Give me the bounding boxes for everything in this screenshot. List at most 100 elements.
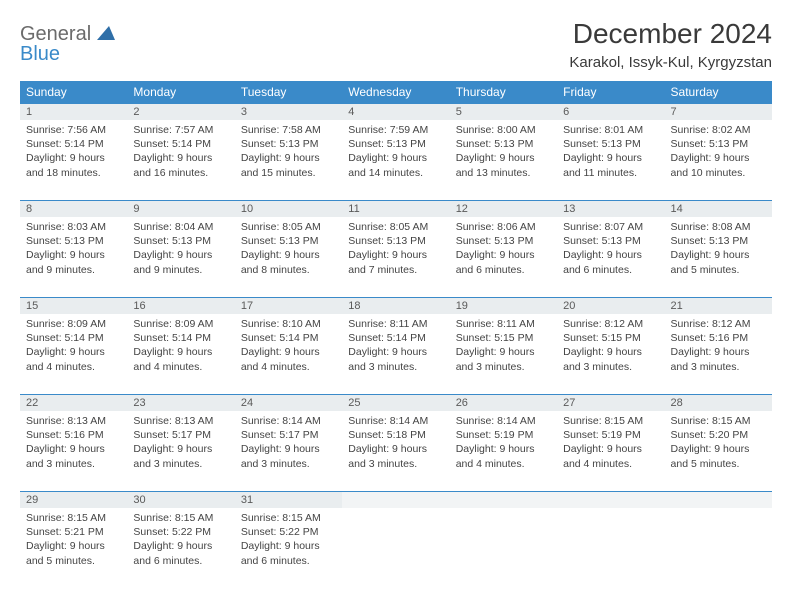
sunrise-text: Sunrise: 8:10 AM: [241, 317, 336, 331]
calendar-cell: 19Sunrise: 8:11 AMSunset: 5:15 PMDayligh…: [450, 297, 557, 394]
daylight-text: and 6 minutes.: [241, 554, 336, 568]
day-details: Sunrise: 8:12 AMSunset: 5:16 PMDaylight:…: [665, 314, 772, 394]
day-number: 26: [450, 394, 557, 411]
sunrise-text: Sunrise: 8:03 AM: [26, 220, 121, 234]
daylight-text: Daylight: 9 hours: [133, 539, 228, 553]
day-number: 6: [557, 103, 664, 120]
daylight-text: and 5 minutes.: [671, 263, 766, 277]
calendar-cell: 6Sunrise: 8:01 AMSunset: 5:13 PMDaylight…: [557, 103, 664, 200]
day-details: Sunrise: 8:14 AMSunset: 5:17 PMDaylight:…: [235, 411, 342, 491]
day-details: Sunrise: 8:09 AMSunset: 5:14 PMDaylight:…: [20, 314, 127, 394]
day-details: Sunrise: 8:15 AMSunset: 5:22 PMDaylight:…: [235, 508, 342, 588]
day-number: 18: [342, 297, 449, 314]
day-number: 12: [450, 200, 557, 217]
weekday-header: Saturday: [665, 81, 772, 103]
calendar-cell: 7Sunrise: 8:02 AMSunset: 5:13 PMDaylight…: [665, 103, 772, 200]
calendar-table: Sunday Monday Tuesday Wednesday Thursday…: [20, 81, 772, 588]
daylight-text: and 6 minutes.: [133, 554, 228, 568]
header: General Blue December 2024 Karakol, Issy…: [20, 18, 772, 71]
weekday-header: Thursday: [450, 81, 557, 103]
day-details: Sunrise: 8:08 AMSunset: 5:13 PMDaylight:…: [665, 217, 772, 297]
day-details: Sunrise: 8:00 AMSunset: 5:13 PMDaylight:…: [450, 120, 557, 200]
daylight-text: and 14 minutes.: [348, 166, 443, 180]
daylight-text: Daylight: 9 hours: [456, 442, 551, 456]
calendar-cell: 31Sunrise: 8:15 AMSunset: 5:22 PMDayligh…: [235, 491, 342, 588]
daylight-text: Daylight: 9 hours: [671, 151, 766, 165]
calendar-cell: 24Sunrise: 8:14 AMSunset: 5:17 PMDayligh…: [235, 394, 342, 491]
day-number: 31: [235, 491, 342, 508]
daylight-text: and 4 minutes.: [133, 360, 228, 374]
calendar-cell: 12Sunrise: 8:06 AMSunset: 5:13 PMDayligh…: [450, 200, 557, 297]
calendar-cell: 20Sunrise: 8:12 AMSunset: 5:15 PMDayligh…: [557, 297, 664, 394]
day-details: Sunrise: 8:05 AMSunset: 5:13 PMDaylight:…: [342, 217, 449, 297]
calendar-cell: [665, 491, 772, 588]
sunset-text: Sunset: 5:22 PM: [241, 525, 336, 539]
daylight-text: and 9 minutes.: [26, 263, 121, 277]
calendar-cell: 15Sunrise: 8:09 AMSunset: 5:14 PMDayligh…: [20, 297, 127, 394]
day-details: Sunrise: 8:01 AMSunset: 5:13 PMDaylight:…: [557, 120, 664, 200]
day-details: Sunrise: 8:06 AMSunset: 5:13 PMDaylight:…: [450, 217, 557, 297]
calendar-cell: 16Sunrise: 8:09 AMSunset: 5:14 PMDayligh…: [127, 297, 234, 394]
sunset-text: Sunset: 5:14 PM: [133, 137, 228, 151]
sunrise-text: Sunrise: 8:14 AM: [456, 414, 551, 428]
sunrise-text: Sunrise: 8:11 AM: [348, 317, 443, 331]
day-details: Sunrise: 8:15 AMSunset: 5:20 PMDaylight:…: [665, 411, 772, 491]
calendar-row: 29Sunrise: 8:15 AMSunset: 5:21 PMDayligh…: [20, 491, 772, 588]
daylight-text: Daylight: 9 hours: [241, 151, 336, 165]
daylight-text: Daylight: 9 hours: [563, 248, 658, 262]
daylight-text: Daylight: 9 hours: [563, 151, 658, 165]
calendar-cell: 10Sunrise: 8:05 AMSunset: 5:13 PMDayligh…: [235, 200, 342, 297]
daylight-text: Daylight: 9 hours: [133, 248, 228, 262]
daylight-text: Daylight: 9 hours: [348, 151, 443, 165]
sunset-text: Sunset: 5:21 PM: [26, 525, 121, 539]
weekday-header: Monday: [127, 81, 234, 103]
day-details: Sunrise: 8:13 AMSunset: 5:16 PMDaylight:…: [20, 411, 127, 491]
day-number: 4: [342, 103, 449, 120]
day-details: Sunrise: 8:11 AMSunset: 5:15 PMDaylight:…: [450, 314, 557, 394]
daylight-text: and 3 minutes.: [241, 457, 336, 471]
daylight-text: Daylight: 9 hours: [348, 248, 443, 262]
sunset-text: Sunset: 5:16 PM: [671, 331, 766, 345]
calendar-cell: 17Sunrise: 8:10 AMSunset: 5:14 PMDayligh…: [235, 297, 342, 394]
triangle-icon: [97, 24, 115, 44]
sunset-text: Sunset: 5:13 PM: [456, 234, 551, 248]
day-details: Sunrise: 7:57 AMSunset: 5:14 PMDaylight:…: [127, 120, 234, 200]
calendar-cell: 26Sunrise: 8:14 AMSunset: 5:19 PMDayligh…: [450, 394, 557, 491]
sunrise-text: Sunrise: 8:04 AM: [133, 220, 228, 234]
daylight-text: and 3 minutes.: [348, 360, 443, 374]
sunset-text: Sunset: 5:13 PM: [456, 137, 551, 151]
day-number: 7: [665, 103, 772, 120]
calendar-cell: 1Sunrise: 7:56 AMSunset: 5:14 PMDaylight…: [20, 103, 127, 200]
calendar-cell: [557, 491, 664, 588]
sunset-text: Sunset: 5:19 PM: [563, 428, 658, 442]
sunrise-text: Sunrise: 8:11 AM: [456, 317, 551, 331]
sunrise-text: Sunrise: 7:58 AM: [241, 123, 336, 137]
calendar-cell: 22Sunrise: 8:13 AMSunset: 5:16 PMDayligh…: [20, 394, 127, 491]
sunrise-text: Sunrise: 8:12 AM: [671, 317, 766, 331]
calendar-cell: 28Sunrise: 8:15 AMSunset: 5:20 PMDayligh…: [665, 394, 772, 491]
sunrise-text: Sunrise: 8:05 AM: [241, 220, 336, 234]
sunrise-text: Sunrise: 8:09 AM: [26, 317, 121, 331]
daylight-text: and 6 minutes.: [563, 263, 658, 277]
sunrise-text: Sunrise: 8:05 AM: [348, 220, 443, 234]
sunrise-text: Sunrise: 8:07 AM: [563, 220, 658, 234]
calendar-row: 22Sunrise: 8:13 AMSunset: 5:16 PMDayligh…: [20, 394, 772, 491]
sunrise-text: Sunrise: 8:08 AM: [671, 220, 766, 234]
day-details: Sunrise: 8:15 AMSunset: 5:22 PMDaylight:…: [127, 508, 234, 588]
sunrise-text: Sunrise: 8:14 AM: [348, 414, 443, 428]
daylight-text: Daylight: 9 hours: [348, 442, 443, 456]
sunset-text: Sunset: 5:13 PM: [671, 234, 766, 248]
empty-day: [450, 491, 557, 508]
day-details: Sunrise: 8:11 AMSunset: 5:14 PMDaylight:…: [342, 314, 449, 394]
daylight-text: Daylight: 9 hours: [241, 539, 336, 553]
day-number: 9: [127, 200, 234, 217]
sunrise-text: Sunrise: 8:15 AM: [133, 511, 228, 525]
daylight-text: Daylight: 9 hours: [133, 345, 228, 359]
daylight-text: and 3 minutes.: [26, 457, 121, 471]
daylight-text: and 7 minutes.: [348, 263, 443, 277]
calendar-cell: 25Sunrise: 8:14 AMSunset: 5:18 PMDayligh…: [342, 394, 449, 491]
daylight-text: and 3 minutes.: [671, 360, 766, 374]
sunrise-text: Sunrise: 8:09 AM: [133, 317, 228, 331]
day-details: Sunrise: 8:14 AMSunset: 5:19 PMDaylight:…: [450, 411, 557, 491]
sunrise-text: Sunrise: 8:02 AM: [671, 123, 766, 137]
